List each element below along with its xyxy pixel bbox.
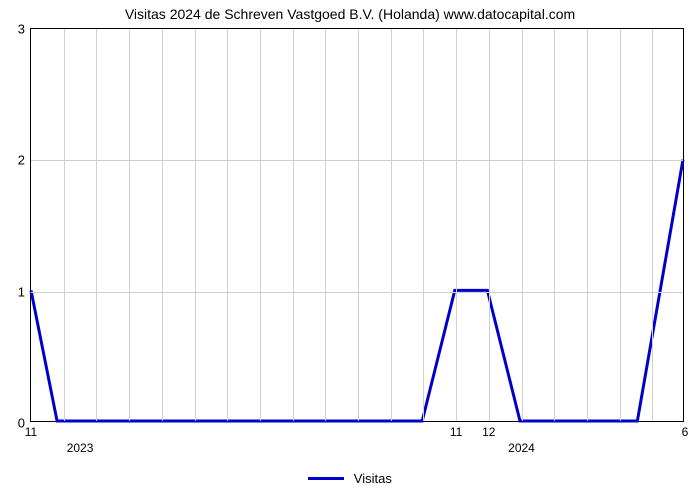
grid-line-v	[64, 29, 65, 421]
y-tick-label: 1	[18, 284, 31, 299]
grid-line-v	[293, 29, 294, 421]
grid-line-v	[96, 29, 97, 421]
grid-line-v	[652, 29, 653, 421]
chart-wrapper: Visitas 2024 de Schreven Vastgoed B.V. (…	[0, 0, 700, 500]
x-tick-label: 11	[450, 421, 462, 439]
grid-line-v	[587, 29, 588, 421]
grid-line-v	[620, 29, 621, 421]
legend: Visitas	[0, 470, 700, 486]
grid-line-v	[260, 29, 261, 421]
grid-line-v	[195, 29, 196, 421]
x-year-label: 2023	[67, 421, 94, 455]
x-tick-label: 11	[25, 421, 37, 439]
chart-title: Visitas 2024 de Schreven Vastgoed B.V. (…	[0, 6, 700, 22]
grid-line-v	[554, 29, 555, 421]
y-tick-label: 3	[18, 22, 31, 37]
grid-line-v	[522, 29, 523, 421]
plot-area: 0123111112620232024	[30, 28, 684, 422]
grid-line-v	[358, 29, 359, 421]
grid-line-v	[227, 29, 228, 421]
grid-line-v	[129, 29, 130, 421]
legend-label: Visitas	[354, 471, 392, 486]
x-tick-label: 6	[682, 421, 689, 439]
grid-line-v	[162, 29, 163, 421]
grid-line-v	[456, 29, 457, 421]
x-year-label: 2024	[508, 421, 535, 455]
grid-line-v	[489, 29, 490, 421]
y-tick-label: 2	[18, 153, 31, 168]
grid-line-v	[325, 29, 326, 421]
legend-swatch	[308, 477, 344, 480]
x-tick-label: 12	[482, 421, 495, 439]
grid-line-v	[391, 29, 392, 421]
grid-line-v	[423, 29, 424, 421]
